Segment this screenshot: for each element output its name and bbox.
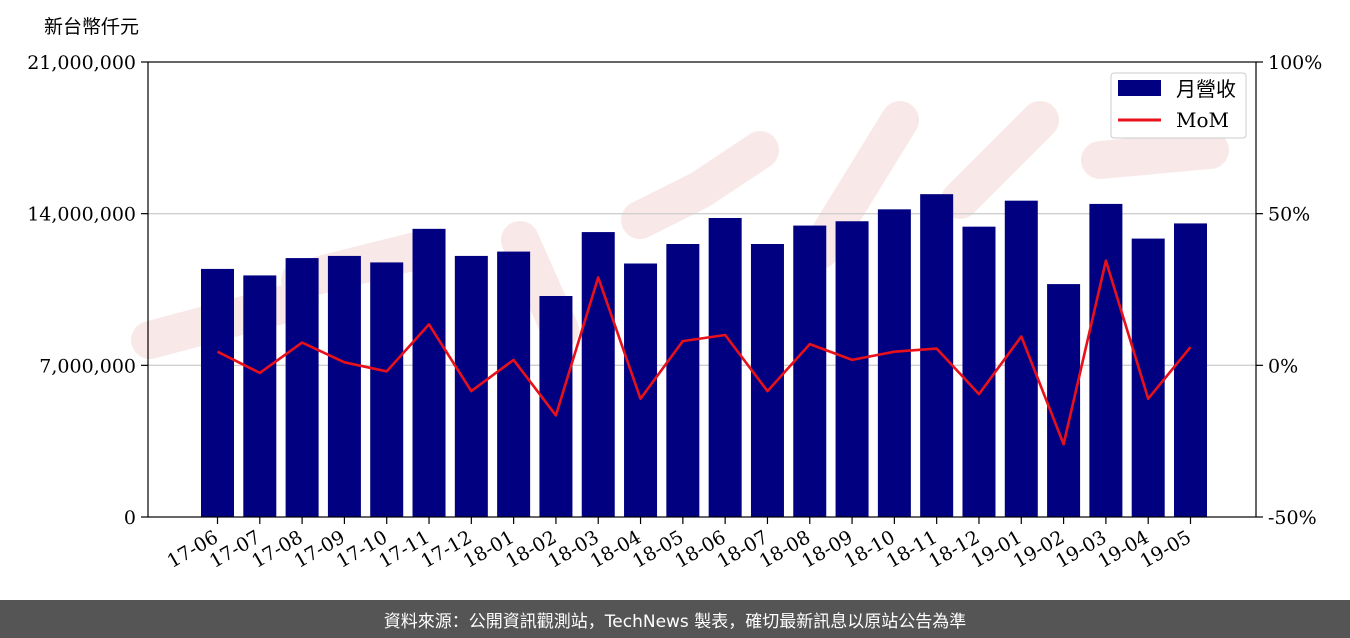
left-y-axis: 0 7,000,000 14,000,000 21,000,000	[27, 52, 148, 529]
source-footer: 資料來源：公開資訊觀測站，TechNews 製表，確切最新訊息以原站公告為準	[0, 600, 1350, 638]
revenue-bar	[1131, 238, 1165, 518]
revenue-bar	[793, 225, 827, 518]
legend-label-mom: MoM	[1176, 108, 1229, 132]
revenue-bar	[581, 232, 615, 518]
right-y-tick-label: 50%	[1268, 204, 1310, 226]
right-y-tick-label: -50%	[1268, 507, 1317, 529]
revenue-bar	[454, 255, 488, 517]
revenue-bar	[708, 218, 742, 517]
revenue-bar	[285, 258, 319, 517]
right-y-tick-label: 0%	[1268, 355, 1298, 377]
revenue-bar	[243, 275, 277, 517]
y-unit-label: 新台幣仟元	[44, 16, 139, 38]
left-y-tick-label: 14,000,000	[27, 204, 136, 226]
mom-line-layer	[216, 259, 1192, 446]
legend-label-revenue: 月營收	[1176, 77, 1236, 101]
revenue-bar	[412, 228, 446, 518]
bars	[201, 194, 1207, 518]
right-y-tick-label: 100%	[1268, 52, 1322, 74]
revenue-bar	[1047, 284, 1081, 517]
x-axis: 17-0617-0717-0817-0917-1017-1117-1218-01…	[164, 517, 1195, 573]
revenue-bar	[327, 255, 361, 517]
left-y-tick-label: 21,000,000	[27, 52, 136, 74]
revenue-bar	[920, 194, 954, 517]
legend: 月營收 MoM	[1110, 72, 1247, 139]
revenue-bar	[370, 262, 404, 517]
plot-frame	[147, 61, 1257, 518]
revenue-bar	[1004, 200, 1038, 517]
revenue-bar	[750, 244, 784, 517]
revenue-bar	[539, 296, 573, 517]
mom-line	[216, 259, 1192, 446]
left-y-tick-label: 0	[124, 507, 136, 529]
chart: 0 7,000,000 14,000,000 21,000,000 -50% 0% 50%…	[27, 16, 1322, 573]
left-y-tick-label: 7,000,000	[39, 355, 136, 377]
revenue-bar	[666, 244, 700, 517]
revenue-bar	[835, 221, 869, 517]
revenue-bar	[1089, 203, 1123, 517]
revenue-bar	[201, 268, 234, 517]
revenue-bar	[1174, 223, 1207, 517]
revenue-bar	[962, 226, 996, 517]
right-y-axis: -50% 0% 50% 100%	[1256, 52, 1322, 529]
legend-swatch-revenue	[1118, 80, 1161, 96]
revenue-bar	[877, 209, 911, 518]
revenue-bar	[497, 251, 531, 518]
revenue-bar	[624, 263, 658, 517]
